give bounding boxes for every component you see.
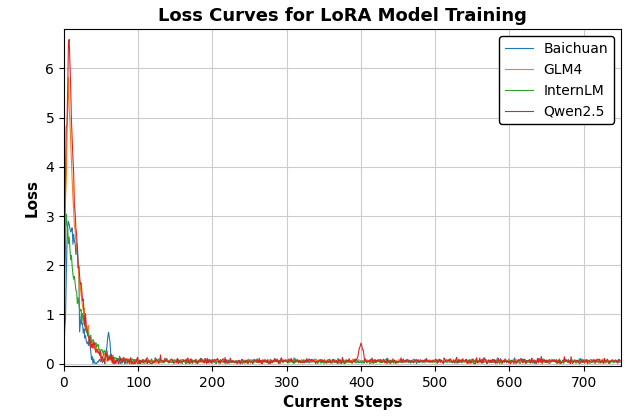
InternLM (60, 361, 68, 366)
GLM4 (387, 358, 394, 363)
Baichuan (65, 219, 72, 224)
Baichuan (616, 360, 624, 365)
GLM4 (502, 357, 509, 362)
Baichuan (168, 357, 175, 362)
InternLM (245, 359, 253, 364)
GLM4 (65, 75, 72, 80)
Baichuan (387, 361, 394, 366)
Baichuan (310, 357, 318, 362)
GLM4 (246, 358, 253, 363)
InternLM (62, 211, 70, 216)
X-axis label: Current Steps: Current Steps (283, 395, 402, 410)
Qwen2.5 (60, 361, 68, 366)
InternLM (167, 360, 175, 365)
GLM4 (310, 359, 318, 364)
Qwen2.5 (386, 359, 394, 364)
GLM4 (616, 359, 624, 364)
InternLM (310, 359, 317, 364)
InternLM (616, 359, 624, 364)
Baichuan (246, 359, 253, 364)
Baichuan (89, 361, 97, 366)
Line: GLM4: GLM4 (64, 77, 620, 364)
InternLM (501, 359, 509, 364)
InternLM (415, 360, 422, 365)
Line: InternLM: InternLM (64, 214, 620, 364)
GLM4 (126, 361, 134, 366)
Baichuan (60, 350, 68, 355)
Baichuan (416, 360, 424, 365)
Qwen2.5 (501, 356, 509, 361)
GLM4 (60, 355, 68, 360)
Qwen2.5 (310, 358, 317, 363)
Baichuan (502, 357, 509, 362)
Y-axis label: Loss: Loss (25, 178, 40, 217)
Line: Qwen2.5: Qwen2.5 (64, 40, 620, 364)
GLM4 (416, 359, 424, 364)
Title: Loss Curves for LoRA Model Training: Loss Curves for LoRA Model Training (158, 7, 527, 25)
GLM4 (168, 358, 175, 363)
Qwen2.5 (167, 357, 175, 362)
Legend: Baichuan, GLM4, InternLM, Qwen2.5: Baichuan, GLM4, InternLM, Qwen2.5 (499, 36, 614, 124)
Qwen2.5 (616, 359, 624, 364)
Qwen2.5 (245, 359, 253, 364)
InternLM (386, 361, 394, 366)
Qwen2.5 (415, 359, 422, 364)
Qwen2.5 (65, 37, 73, 42)
Line: Baichuan: Baichuan (64, 221, 620, 364)
